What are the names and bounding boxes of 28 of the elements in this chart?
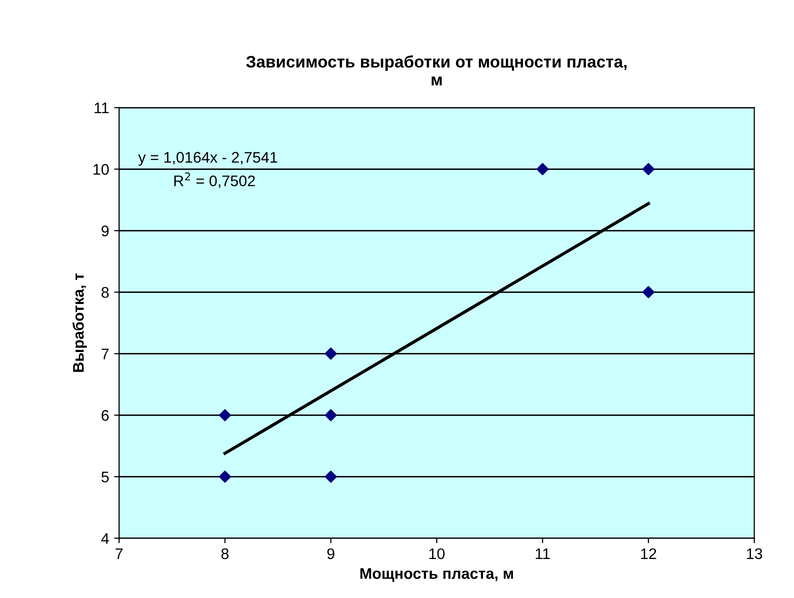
y-tick-label: 7 <box>102 348 109 360</box>
annotation: R$^{2}$ = 0,7502 <box>174 172 255 188</box>
x-tick-label: 9 <box>327 548 334 560</box>
y-tick-label: 11 <box>94 102 109 114</box>
point <box>324 409 337 422</box>
y-tick-label: 8 <box>102 287 109 298</box>
y-tick-label: 9 <box>102 226 109 236</box>
annotation: y = 1,0164x - 2,7541 <box>138 152 278 166</box>
point <box>324 348 337 360</box>
y-tick-label: 10 <box>94 164 109 175</box>
chart-title: Зависимость выработки от мощности пласта, м <box>246 55 627 86</box>
x-tick-label: 12 <box>641 548 656 559</box>
x-tick-label: 8 <box>221 548 229 560</box>
x-tick-label: 13 <box>746 548 762 560</box>
point <box>218 470 232 483</box>
x-tick-label: 10 <box>429 548 445 560</box>
point <box>324 470 337 483</box>
point <box>642 286 655 298</box>
y-axis-title: Выработка, т <box>72 273 87 372</box>
point <box>218 409 232 422</box>
y-tick-label: 4 <box>101 533 109 544</box>
x-tick-label: 7 <box>116 548 123 559</box>
point <box>536 163 549 176</box>
x-axis-title: Мощность пласта, м <box>360 568 513 582</box>
point <box>642 163 655 176</box>
y-tick-label: 5 <box>101 472 109 482</box>
y-tick-label: 6 <box>102 410 109 421</box>
x-tick-label: 11 <box>536 548 550 559</box>
